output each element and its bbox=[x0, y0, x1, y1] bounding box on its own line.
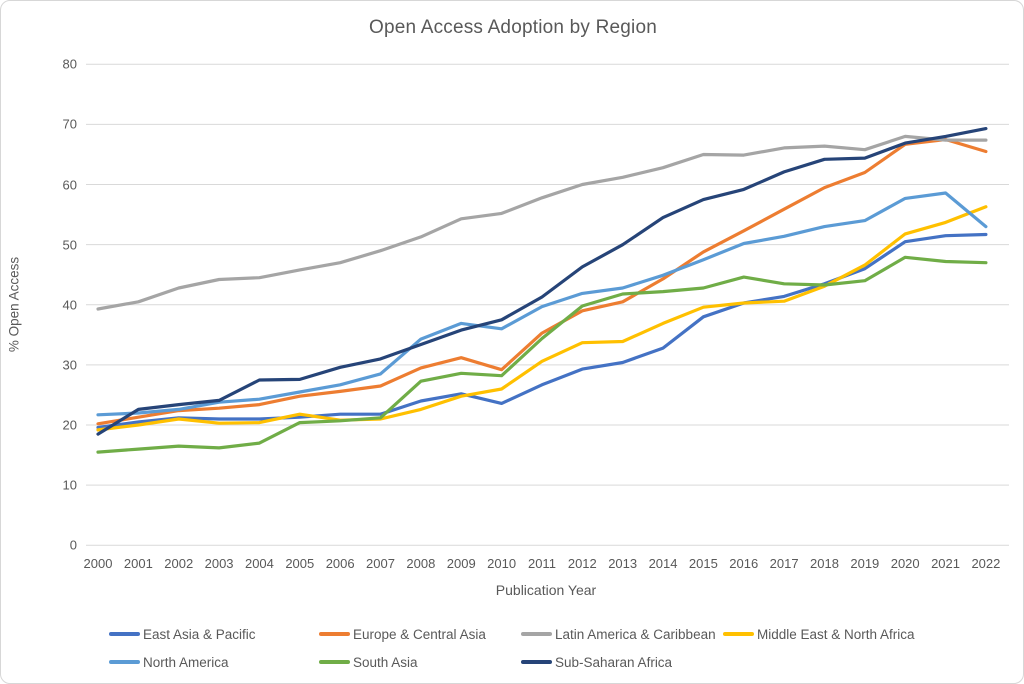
x-tick-label: 2022 bbox=[971, 556, 1001, 571]
y-tick-label: 50 bbox=[62, 237, 77, 253]
y-tick-label: 30 bbox=[62, 357, 77, 373]
series-line-east-asia-pacific bbox=[96, 232, 988, 430]
legend-item-south-asia: South Asia bbox=[319, 653, 418, 671]
x-tick-label: 2018 bbox=[810, 556, 839, 571]
y-axis-title: % Open Access bbox=[6, 256, 22, 353]
legend-item-latin-america-caribbean: Latin America & Caribbean bbox=[521, 625, 716, 643]
x-tick-label: 2014 bbox=[648, 556, 678, 571]
series-line-middle-east-north-africa bbox=[96, 205, 988, 432]
legend-item-middle-east-north-africa: Middle East & North Africa bbox=[723, 625, 915, 643]
y-tick-label: 60 bbox=[62, 177, 77, 193]
x-tick-label: 2003 bbox=[204, 556, 234, 571]
legend-label: East Asia & Pacific bbox=[143, 626, 256, 642]
legend-swatch bbox=[109, 659, 140, 665]
y-tick-label: 70 bbox=[62, 116, 77, 132]
x-tick-label: 2020 bbox=[890, 556, 920, 571]
x-tick-label: 2007 bbox=[366, 556, 395, 571]
x-tick-label: 2019 bbox=[850, 556, 880, 571]
legend-item-europe-central-asia: Europe & Central Asia bbox=[319, 625, 486, 643]
x-tick-label: 2015 bbox=[688, 556, 718, 571]
legend-label: Middle East & North Africa bbox=[757, 626, 915, 642]
y-tick-label: 20 bbox=[62, 417, 77, 433]
x-tick-label: 2000 bbox=[83, 556, 113, 571]
legend-swatch bbox=[319, 659, 350, 665]
series-line-north-america bbox=[96, 191, 988, 417]
x-axis-title: Publication Year bbox=[495, 582, 597, 598]
x-tick-label: 2005 bbox=[285, 556, 315, 571]
x-tick-label: 2004 bbox=[244, 556, 274, 571]
x-tick-label: 2010 bbox=[487, 556, 517, 571]
legend-label: Sub-Saharan Africa bbox=[555, 654, 673, 670]
y-tick-label: 10 bbox=[62, 477, 77, 493]
legend-swatch bbox=[521, 631, 552, 637]
series-line-europe-central-asia bbox=[96, 137, 988, 426]
x-tick-label: 2009 bbox=[446, 556, 476, 571]
legend-label: South Asia bbox=[353, 654, 418, 670]
legend-swatch bbox=[319, 631, 350, 637]
x-tick-label: 2012 bbox=[567, 556, 597, 571]
x-tick-label: 2011 bbox=[527, 556, 556, 571]
series-line-south-asia bbox=[96, 255, 988, 454]
legend-item-north-america: North America bbox=[109, 653, 229, 671]
series-line-sub-saharan-africa bbox=[96, 126, 988, 436]
x-tick-label: 2021 bbox=[931, 556, 960, 571]
y-tick-label: 80 bbox=[62, 56, 77, 72]
series-line-latin-america-caribbean bbox=[96, 134, 988, 311]
x-tick-label: 2016 bbox=[729, 556, 759, 571]
x-tick-label: 2002 bbox=[164, 556, 194, 571]
legend-item-sub-saharan-africa: Sub-Saharan Africa bbox=[521, 653, 672, 671]
legend-swatch bbox=[723, 631, 754, 637]
x-tick-label: 2017 bbox=[769, 556, 799, 571]
y-tick-label: 0 bbox=[69, 537, 77, 553]
x-tick-label: 2013 bbox=[608, 556, 638, 571]
x-tick-label: 2001 bbox=[123, 556, 153, 571]
legend-item-east-asia-pacific: East Asia & Pacific bbox=[109, 625, 256, 643]
legend-label: North America bbox=[143, 654, 229, 670]
legend-swatch bbox=[109, 631, 140, 637]
legend-label: Europe & Central Asia bbox=[353, 626, 486, 642]
legend-swatch bbox=[521, 659, 552, 665]
chart-title: Open Access Adoption by Region bbox=[368, 17, 658, 38]
legend-label: Latin America & Caribbean bbox=[555, 626, 716, 642]
y-tick-label: 40 bbox=[62, 297, 77, 313]
x-tick-label: 2008 bbox=[406, 556, 436, 571]
x-tick-label: 2006 bbox=[325, 556, 355, 571]
